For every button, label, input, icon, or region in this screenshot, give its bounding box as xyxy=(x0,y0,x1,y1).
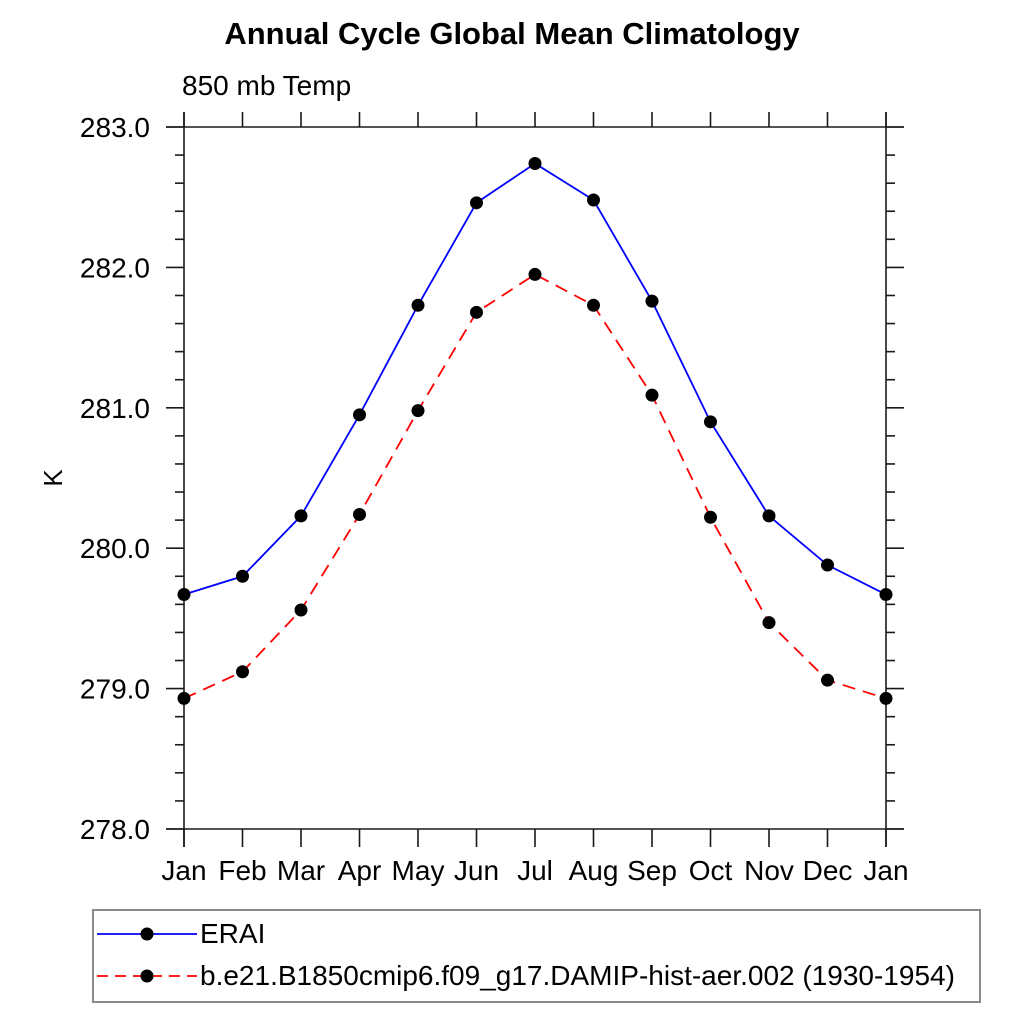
legend-swatch-dashed-line xyxy=(97,969,197,983)
x-tick-label: Apr xyxy=(338,855,382,886)
data-point-marker xyxy=(177,691,191,705)
legend-marker-icon xyxy=(140,927,154,941)
legend-label: ERAI xyxy=(200,918,266,949)
data-point-marker xyxy=(704,415,717,429)
x-tick-label: Nov xyxy=(744,855,794,886)
x-tick-label: Oct xyxy=(689,855,733,886)
x-tick-label: Jan xyxy=(161,855,206,886)
x-tick-label: Jun xyxy=(454,855,499,886)
series-line-1 xyxy=(183,273,887,700)
plot-area: 278.0 279.0 280.0 281.0 282.0 283.0 Jan Feb Mar A… xyxy=(80,112,909,886)
x-tick-label: Mar xyxy=(277,855,325,886)
data-point-marker xyxy=(470,305,483,319)
chart-subtitle: 850 mb Temp xyxy=(182,70,352,101)
legend-marker-icon xyxy=(140,969,154,983)
x-tick-label: Jul xyxy=(517,855,553,886)
legend: ERAI b.e21.B1850cmip6.f09_g17.DAMIP-hist-… xyxy=(92,909,981,1003)
x-tick-label: Aug xyxy=(569,855,619,886)
data-point-marker xyxy=(411,298,425,312)
data-point-marker xyxy=(762,616,776,630)
legend-label: b.e21.B1850cmip6.f09_g17.DAMIP-hist-aer.… xyxy=(200,960,955,991)
data-point-marker xyxy=(294,603,308,617)
y-tick-label: 280.0 xyxy=(80,533,150,564)
data-point-marker xyxy=(294,509,308,523)
data-point-marker xyxy=(177,588,191,602)
data-point-marker xyxy=(411,404,425,418)
chart-title: Annual Cycle Global Mean Climatology xyxy=(224,16,800,51)
y-tick-label: 281.0 xyxy=(80,393,150,424)
data-point-marker xyxy=(470,196,483,210)
data-point-marker xyxy=(645,388,659,402)
data-point-marker xyxy=(821,673,834,687)
y-tick-label: 283.0 xyxy=(80,112,150,143)
x-tick-label: Sep xyxy=(627,855,677,886)
data-point-marker xyxy=(236,569,249,583)
y-tick-label: 282.0 xyxy=(80,252,150,283)
data-point-marker xyxy=(528,267,542,281)
series-line-0 xyxy=(183,162,887,596)
data-point-marker xyxy=(762,509,776,523)
data-point-marker xyxy=(353,508,366,522)
legend-item-0: ERAI xyxy=(96,913,979,955)
y-tick-label: 278.0 xyxy=(80,814,150,845)
data-point-marker xyxy=(704,510,717,524)
data-point-marker xyxy=(879,691,893,705)
legend-item-1: b.e21.B1850cmip6.f09_g17.DAMIP-hist-aer.… xyxy=(96,955,979,997)
x-tick-label: May xyxy=(392,855,445,886)
x-tick-label: Dec xyxy=(803,855,853,886)
data-point-marker xyxy=(353,408,366,422)
data-point-marker xyxy=(587,193,600,207)
data-point-marker xyxy=(879,588,893,602)
data-point-marker xyxy=(821,558,834,572)
legend-swatch-solid-line xyxy=(97,927,197,941)
data-point-marker xyxy=(528,157,542,171)
x-tick-label: Feb xyxy=(218,855,266,886)
y-tick-label: 279.0 xyxy=(80,674,150,705)
x-tick-label: Jan xyxy=(863,855,908,886)
data-point-marker xyxy=(236,665,249,679)
data-point-marker xyxy=(587,298,600,312)
data-point-marker xyxy=(645,294,659,308)
